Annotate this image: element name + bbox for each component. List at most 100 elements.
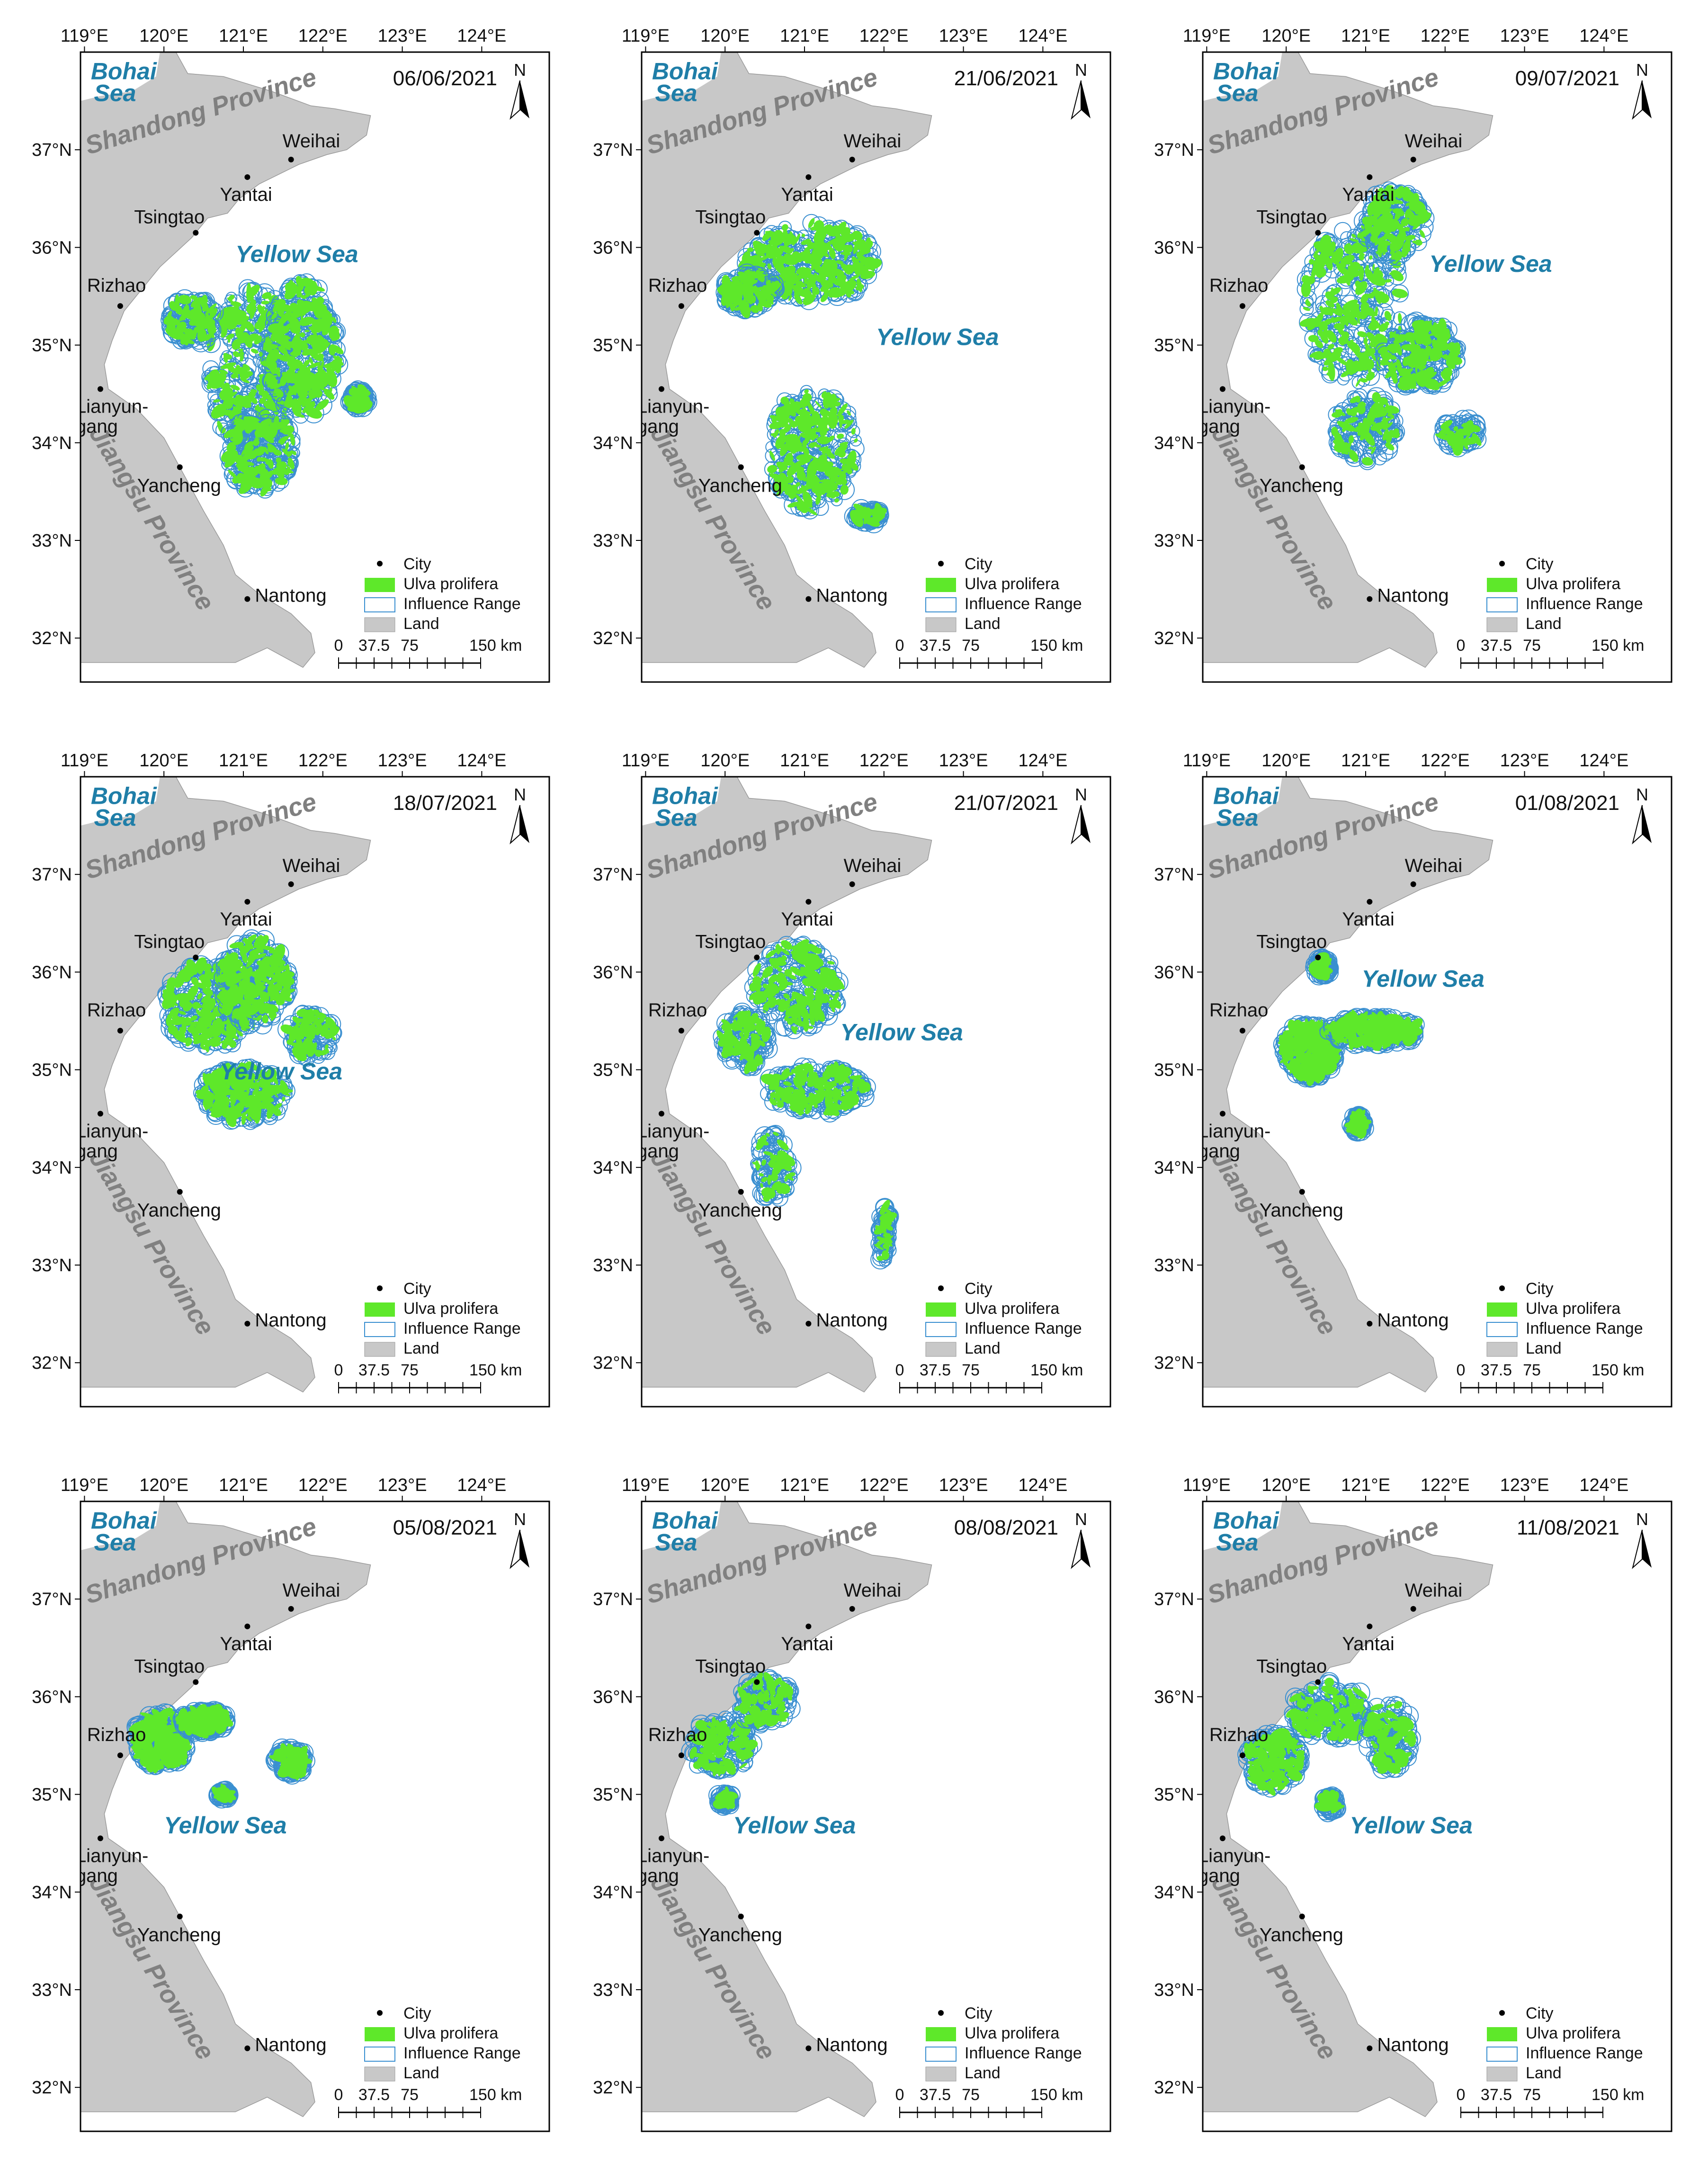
scale-bar: 0 37.5 75 150 km (1457, 2086, 1645, 2118)
ulva-patch (1299, 227, 1408, 387)
lat-tick-label: 34°N (593, 433, 633, 453)
lat-tick-label: 33°N (593, 531, 633, 551)
city-label: Nantong (816, 1310, 887, 1331)
svg-text:Land: Land (403, 615, 439, 633)
lat-tick-label: 32°N (593, 2078, 633, 2098)
city-marker (805, 2045, 812, 2051)
ulva-bloom-layer (1273, 948, 1425, 1142)
lat-tick-label: 36°N (32, 1687, 72, 1707)
lon-tick-label: 120°E (700, 1475, 750, 1495)
map-panel: Shandong Province Jiangsu Province Bohai Se… (1122, 0, 1681, 715)
ulva-bloom-layer (681, 1669, 801, 1816)
city-marker (244, 174, 250, 180)
lat-tick-label: 34°N (1154, 1158, 1194, 1178)
city-label: Yancheng (1260, 475, 1343, 496)
lon-tick-label: 120°E (700, 26, 750, 46)
lon-tick-label: 120°E (700, 751, 750, 771)
lon-tick-label: 120°E (1261, 1475, 1311, 1495)
ulva-patch (1308, 952, 1333, 981)
ulva-patch (1362, 1701, 1416, 1774)
city-marker (1410, 1606, 1416, 1612)
ulva-patch (221, 416, 296, 497)
north-arrow-icon: N (510, 785, 529, 844)
label-bohai-sea: Bohai Sea (91, 783, 157, 831)
scale-bar: 0 37.5 75 150 km (895, 2086, 1083, 2118)
city-label: Nantong (816, 2035, 887, 2056)
svg-text:Influence Range: Influence Range (1526, 595, 1643, 613)
ulva-patch (1435, 420, 1482, 456)
city-label: Lianyun-gang (1198, 1121, 1270, 1161)
city-label: Nantong (255, 2035, 326, 2056)
ulva-patch (163, 294, 218, 346)
north-arrow-icon: N (510, 1509, 529, 1569)
svg-text:0: 0 (334, 637, 343, 655)
svg-text:37.5: 37.5 (358, 637, 390, 655)
lat-tick-label: 35°N (32, 1060, 72, 1080)
lat-tick-label: 37°N (593, 140, 633, 160)
city-marker (193, 954, 199, 961)
ulva-patch (1344, 1108, 1372, 1139)
city-marker (1367, 1623, 1373, 1629)
map-panel: Shandong Province Jiangsu Province Bohai Se… (1122, 1449, 1681, 2164)
lon-tick-label: 119°E (622, 1475, 670, 1495)
svg-text:City: City (1526, 555, 1554, 573)
ulva-patch (196, 1061, 293, 1127)
ulva-patch (1324, 1009, 1423, 1051)
bohai-water (1203, 1501, 1282, 1551)
ulva-patch (749, 939, 845, 1034)
lat-tick-label: 37°N (32, 140, 72, 160)
map-frame (641, 51, 1111, 683)
lat-tick-label: 33°N (593, 1256, 633, 1275)
city-label: Yantai (220, 1634, 272, 1654)
svg-text:0: 0 (1457, 637, 1466, 655)
svg-text:City: City (403, 555, 431, 573)
ulva-bloom-layer (126, 1701, 315, 1809)
lat-tick-label: 34°N (593, 1883, 633, 1903)
lat-tick-label: 34°N (32, 1883, 72, 1903)
scale-bar: 0 37.5 75 150 km (334, 637, 522, 669)
lat-tick-label: 32°N (32, 629, 72, 648)
map-frame (641, 776, 1111, 1408)
lat-tick-label: 32°N (593, 629, 633, 648)
lat-tick-label: 33°N (32, 1980, 72, 2000)
land-area (80, 777, 371, 1393)
ulva-patch (260, 276, 344, 419)
lat-tick-label: 35°N (1154, 1785, 1194, 1805)
city-marker (1219, 1835, 1225, 1841)
city-label: Rizhao (648, 1724, 707, 1745)
ulva-patch (874, 1200, 897, 1261)
lon-tick-label: 122°E (1421, 1475, 1470, 1495)
lon-tick-label: 121°E (1341, 751, 1390, 771)
bohai-water (80, 777, 160, 826)
lon-tick-label: 124°E (1018, 26, 1067, 46)
city-marker (805, 596, 812, 602)
svg-text:Influence Range: Influence Range (965, 595, 1082, 613)
city-label: Yantai (220, 909, 272, 930)
lon-tick-label: 124°E (457, 751, 506, 771)
lat-tick-label: 37°N (1154, 865, 1194, 885)
lat-tick-label: 33°N (32, 531, 72, 551)
city-label: Nantong (255, 1310, 326, 1331)
lon-tick-label: 122°E (1421, 751, 1470, 771)
lon-tick-label: 122°E (859, 1475, 909, 1495)
city-label: Nantong (255, 585, 326, 606)
city-label: Weihai (1405, 1580, 1463, 1601)
city-marker (117, 1028, 123, 1034)
city-marker (288, 156, 294, 162)
lat-tick-label: 32°N (593, 1353, 633, 1373)
label-bohai-sea: Bohai Sea (652, 1508, 718, 1556)
lon-tick-label: 123°E (939, 751, 988, 771)
panel-date: 08/08/2021 (954, 1516, 1058, 1539)
svg-text:75: 75 (1523, 637, 1541, 655)
city-marker (658, 1835, 664, 1841)
lon-tick-label: 120°E (139, 751, 188, 771)
ulva-patch (129, 1707, 192, 1774)
city-marker (678, 303, 684, 309)
north-arrow-icon: N (1632, 60, 1652, 120)
city-label: Yantai (220, 184, 272, 205)
panel-date: 01/08/2021 (1515, 791, 1619, 815)
scale-bar: 0 37.5 75 150 km (1457, 1361, 1645, 1393)
